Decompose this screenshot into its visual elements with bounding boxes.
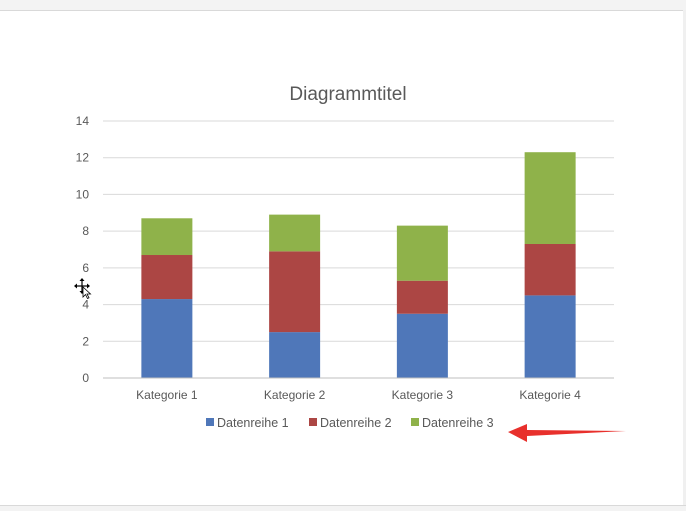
legend-label: Datenreihe 2 bbox=[320, 416, 392, 430]
window-top-border bbox=[0, 0, 686, 11]
y-axis-labels: 0 2 4 6 8 10 12 14 bbox=[76, 114, 90, 385]
legend-swatch bbox=[411, 418, 419, 426]
y-tick-label: 10 bbox=[76, 187, 90, 201]
y-tick-label: 8 bbox=[82, 224, 89, 238]
plot-area[interactable] bbox=[141, 152, 576, 378]
bar-segment-series-2-category-1[interactable] bbox=[141, 255, 193, 300]
y-tick-label: 2 bbox=[82, 334, 89, 348]
red-arrow-annotation bbox=[508, 424, 626, 442]
chart-title[interactable]: Diagrammtitel bbox=[289, 84, 406, 105]
bar-segment-series-3-category-4[interactable] bbox=[524, 152, 576, 244]
legend-item-series-1[interactable]: Datenreihe 1 bbox=[206, 416, 289, 430]
bar-segment-series-2-category-2[interactable] bbox=[269, 251, 321, 333]
legend[interactable]: Datenreihe 1 Datenreihe 2 Datenreihe 3 bbox=[206, 416, 494, 430]
legend-item-series-2[interactable]: Datenreihe 2 bbox=[309, 416, 392, 430]
y-tick-label: 0 bbox=[82, 371, 89, 385]
bar-segment-series-1-category-3[interactable] bbox=[396, 313, 448, 378]
x-tick-label: Kategorie 3 bbox=[392, 388, 454, 402]
y-tick-label: 12 bbox=[76, 151, 90, 165]
window-bottom-border bbox=[0, 505, 686, 511]
bar-segment-series-2-category-3[interactable] bbox=[396, 280, 448, 314]
legend-swatch bbox=[309, 418, 317, 426]
y-tick-label: 14 bbox=[76, 114, 90, 128]
legend-label: Datenreihe 3 bbox=[422, 416, 494, 430]
x-axis-labels: Kategorie 1 Kategorie 2 Kategorie 3 Kategor… bbox=[136, 388, 581, 402]
y-tick-label: 4 bbox=[82, 298, 89, 312]
y-tick-label: 6 bbox=[82, 261, 89, 275]
bar-segment-series-1-category-4[interactable] bbox=[524, 295, 576, 378]
bar-segment-series-2-category-4[interactable] bbox=[524, 243, 576, 296]
bar-segment-series-1-category-2[interactable] bbox=[269, 332, 321, 378]
bar-segment-series-1-category-1[interactable] bbox=[141, 299, 193, 378]
bar-segment-series-3-category-3[interactable] bbox=[396, 225, 448, 281]
x-tick-label: Kategorie 4 bbox=[519, 388, 581, 402]
legend-swatch bbox=[206, 418, 214, 426]
legend-label: Datenreihe 1 bbox=[217, 416, 289, 430]
bar-segment-series-3-category-2[interactable] bbox=[269, 214, 321, 252]
x-tick-label: Kategorie 1 bbox=[136, 388, 198, 402]
move-cursor-icon bbox=[74, 278, 92, 300]
x-tick-label: Kategorie 2 bbox=[264, 388, 326, 402]
bar-segment-series-3-category-1[interactable] bbox=[141, 218, 193, 256]
window-right-border bbox=[683, 10, 686, 505]
legend-item-series-3[interactable]: Datenreihe 3 bbox=[411, 416, 494, 430]
